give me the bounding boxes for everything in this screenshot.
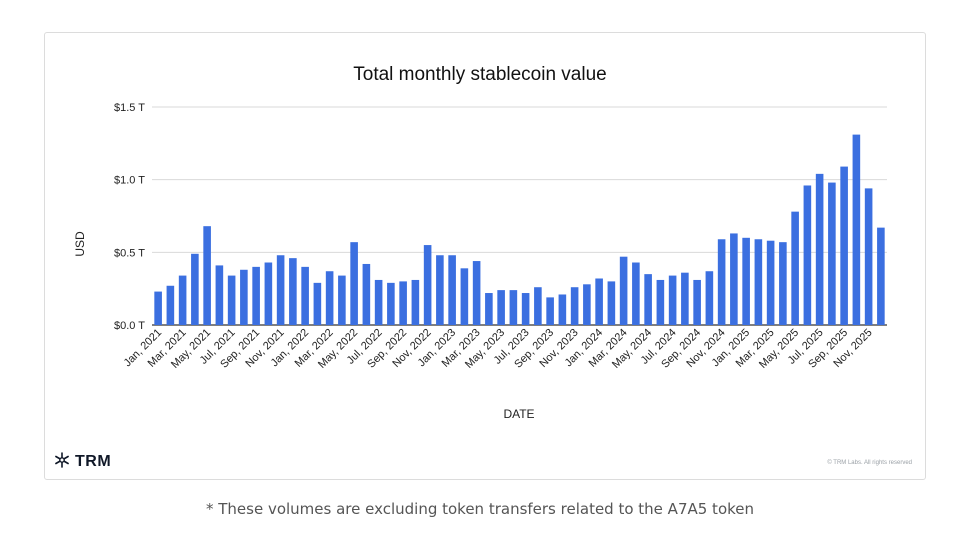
bar: Sep, 2024: 0.31 <box>693 279 701 325</box>
bar: Dec, 2025: 0.67 <box>877 227 885 325</box>
bar: Jun, 2021: 0.41 <box>215 265 224 325</box>
bar: Feb, 2022: 0.29 <box>313 282 322 325</box>
bar: May, 2022: 0.57 <box>350 242 358 325</box>
bar: Aug, 2023: 0.26 <box>534 287 542 325</box>
y-tick-label: $1.0 T <box>114 175 145 187</box>
bar: Jul, 2021: 0.34 <box>227 275 236 325</box>
bar: Feb, 2024: 0.3 <box>607 281 616 325</box>
bar: May, 2025: 0.78 <box>791 211 799 325</box>
bar: Jul, 2024: 0.34 <box>668 275 677 325</box>
bar: Sep, 2023: 0.19 <box>546 297 554 325</box>
bar: Mar, 2021: 0.34 <box>178 275 187 325</box>
bar: May, 2023: 0.24 <box>497 290 505 325</box>
bar: Mar, 2025: 0.58 <box>766 240 775 325</box>
bar: Jun, 2023: 0.24 <box>509 290 518 325</box>
bars: Jan, 2021: 0.23 Feb, 2021: 0.27Mar, 2021:… <box>154 134 885 325</box>
bar: Aug, 2024: 0.36 <box>681 272 689 325</box>
bar: Mar, 2023: 0.44 <box>472 261 481 325</box>
bar: Nov, 2022: 0.55 <box>423 245 432 325</box>
bar: Dec, 2023: 0.28 <box>583 284 591 325</box>
bar: Jan, 2022: 0.4 <box>301 266 309 325</box>
bar: Oct, 2021: 0.43 <box>264 262 273 325</box>
bar: Jul, 2022: 0.31 <box>374 279 383 325</box>
y-tick-label: $0.5 T <box>114 247 145 259</box>
bar: Apr, 2023: 0.22 <box>485 293 493 325</box>
x-axis-label: DATE <box>503 407 534 421</box>
bar: Oct, 2024: 0.37 <box>705 271 714 325</box>
bar: Jun, 2025: 0.96 <box>803 185 812 325</box>
bar: Dec, 2022: 0.48 <box>436 255 444 325</box>
logo-text: TRM <box>75 453 112 470</box>
y-axis-label: USD <box>73 231 87 257</box>
bar: May, 2021: 0.68 <box>203 226 211 325</box>
chart-title: Total monthly stablecoin value <box>353 64 606 85</box>
bar: Mar, 2022: 0.37 <box>325 271 334 325</box>
bar: Aug, 2021: 0.38 <box>240 269 248 325</box>
y-tick-label: $1.5 T <box>114 102 145 114</box>
bar: Feb, 2021: 0.27 <box>166 285 175 325</box>
bar: Nov, 2021: 0.48 <box>276 255 285 325</box>
bar: Nov, 2023: 0.26 <box>570 287 579 325</box>
copyright-text: © TRM Labs. All rights reserved <box>827 460 912 466</box>
footnote: * These volumes are excluding token tran… <box>205 500 755 518</box>
y-tick-label: $0.0 T <box>114 320 145 332</box>
bar: Jan, 2021: 0.23 <box>154 291 162 325</box>
bar: Jun, 2024: 0.31 <box>656 279 665 325</box>
bar: Oct, 2023: 0.21 <box>558 294 567 325</box>
bar: Dec, 2024: 0.63 <box>730 233 738 325</box>
bar: Nov, 2024: 0.59 <box>717 239 726 325</box>
bar: May, 2024: 0.35 <box>644 274 652 325</box>
bar: Oct, 2022: 0.31 <box>411 279 420 325</box>
bar: Sep, 2022: 0.3 <box>399 281 407 325</box>
bar: Mar, 2024: 0.47 <box>619 256 628 325</box>
bar: Jan, 2025: 0.6 <box>742 237 750 325</box>
bar: Apr, 2024: 0.43 <box>632 262 640 325</box>
bar: Jul, 2025: 1.04 <box>815 173 824 325</box>
bar: Sep, 2021: 0.4 <box>252 266 260 325</box>
bar: Oct, 2025: 1.31 <box>852 134 861 325</box>
gridlines <box>152 106 887 326</box>
bar: Apr, 2022: 0.34 <box>338 275 346 325</box>
bar: Feb, 2023: 0.39 <box>460 268 469 325</box>
bar: Apr, 2021: 0.49 <box>191 253 199 325</box>
bar: Sep, 2025: 1.09 <box>840 166 848 325</box>
bar: Jan, 2024: 0.32 <box>595 278 603 325</box>
trm-logo: TRM <box>53 451 112 474</box>
bar: Jul, 2023: 0.22 <box>521 293 530 325</box>
trm-snowflake-icon <box>53 451 71 474</box>
y-axis-ticks: $0.0 T $0.5 T $1.0 T $1.5 T <box>114 102 145 332</box>
bar: Jan, 2023: 0.48 <box>448 255 456 325</box>
bar: Aug, 2025: 0.98 <box>828 182 836 325</box>
bar: Dec, 2021: 0.46 <box>289 258 297 325</box>
bar: Apr, 2025: 0.57 <box>779 242 787 325</box>
bar: Aug, 2022: 0.29 <box>387 282 395 325</box>
bar: Feb, 2025: 0.59 <box>754 239 763 325</box>
bar: Nov, 2025: 0.94 <box>864 188 873 325</box>
bar: Jun, 2022: 0.42 <box>362 263 371 325</box>
